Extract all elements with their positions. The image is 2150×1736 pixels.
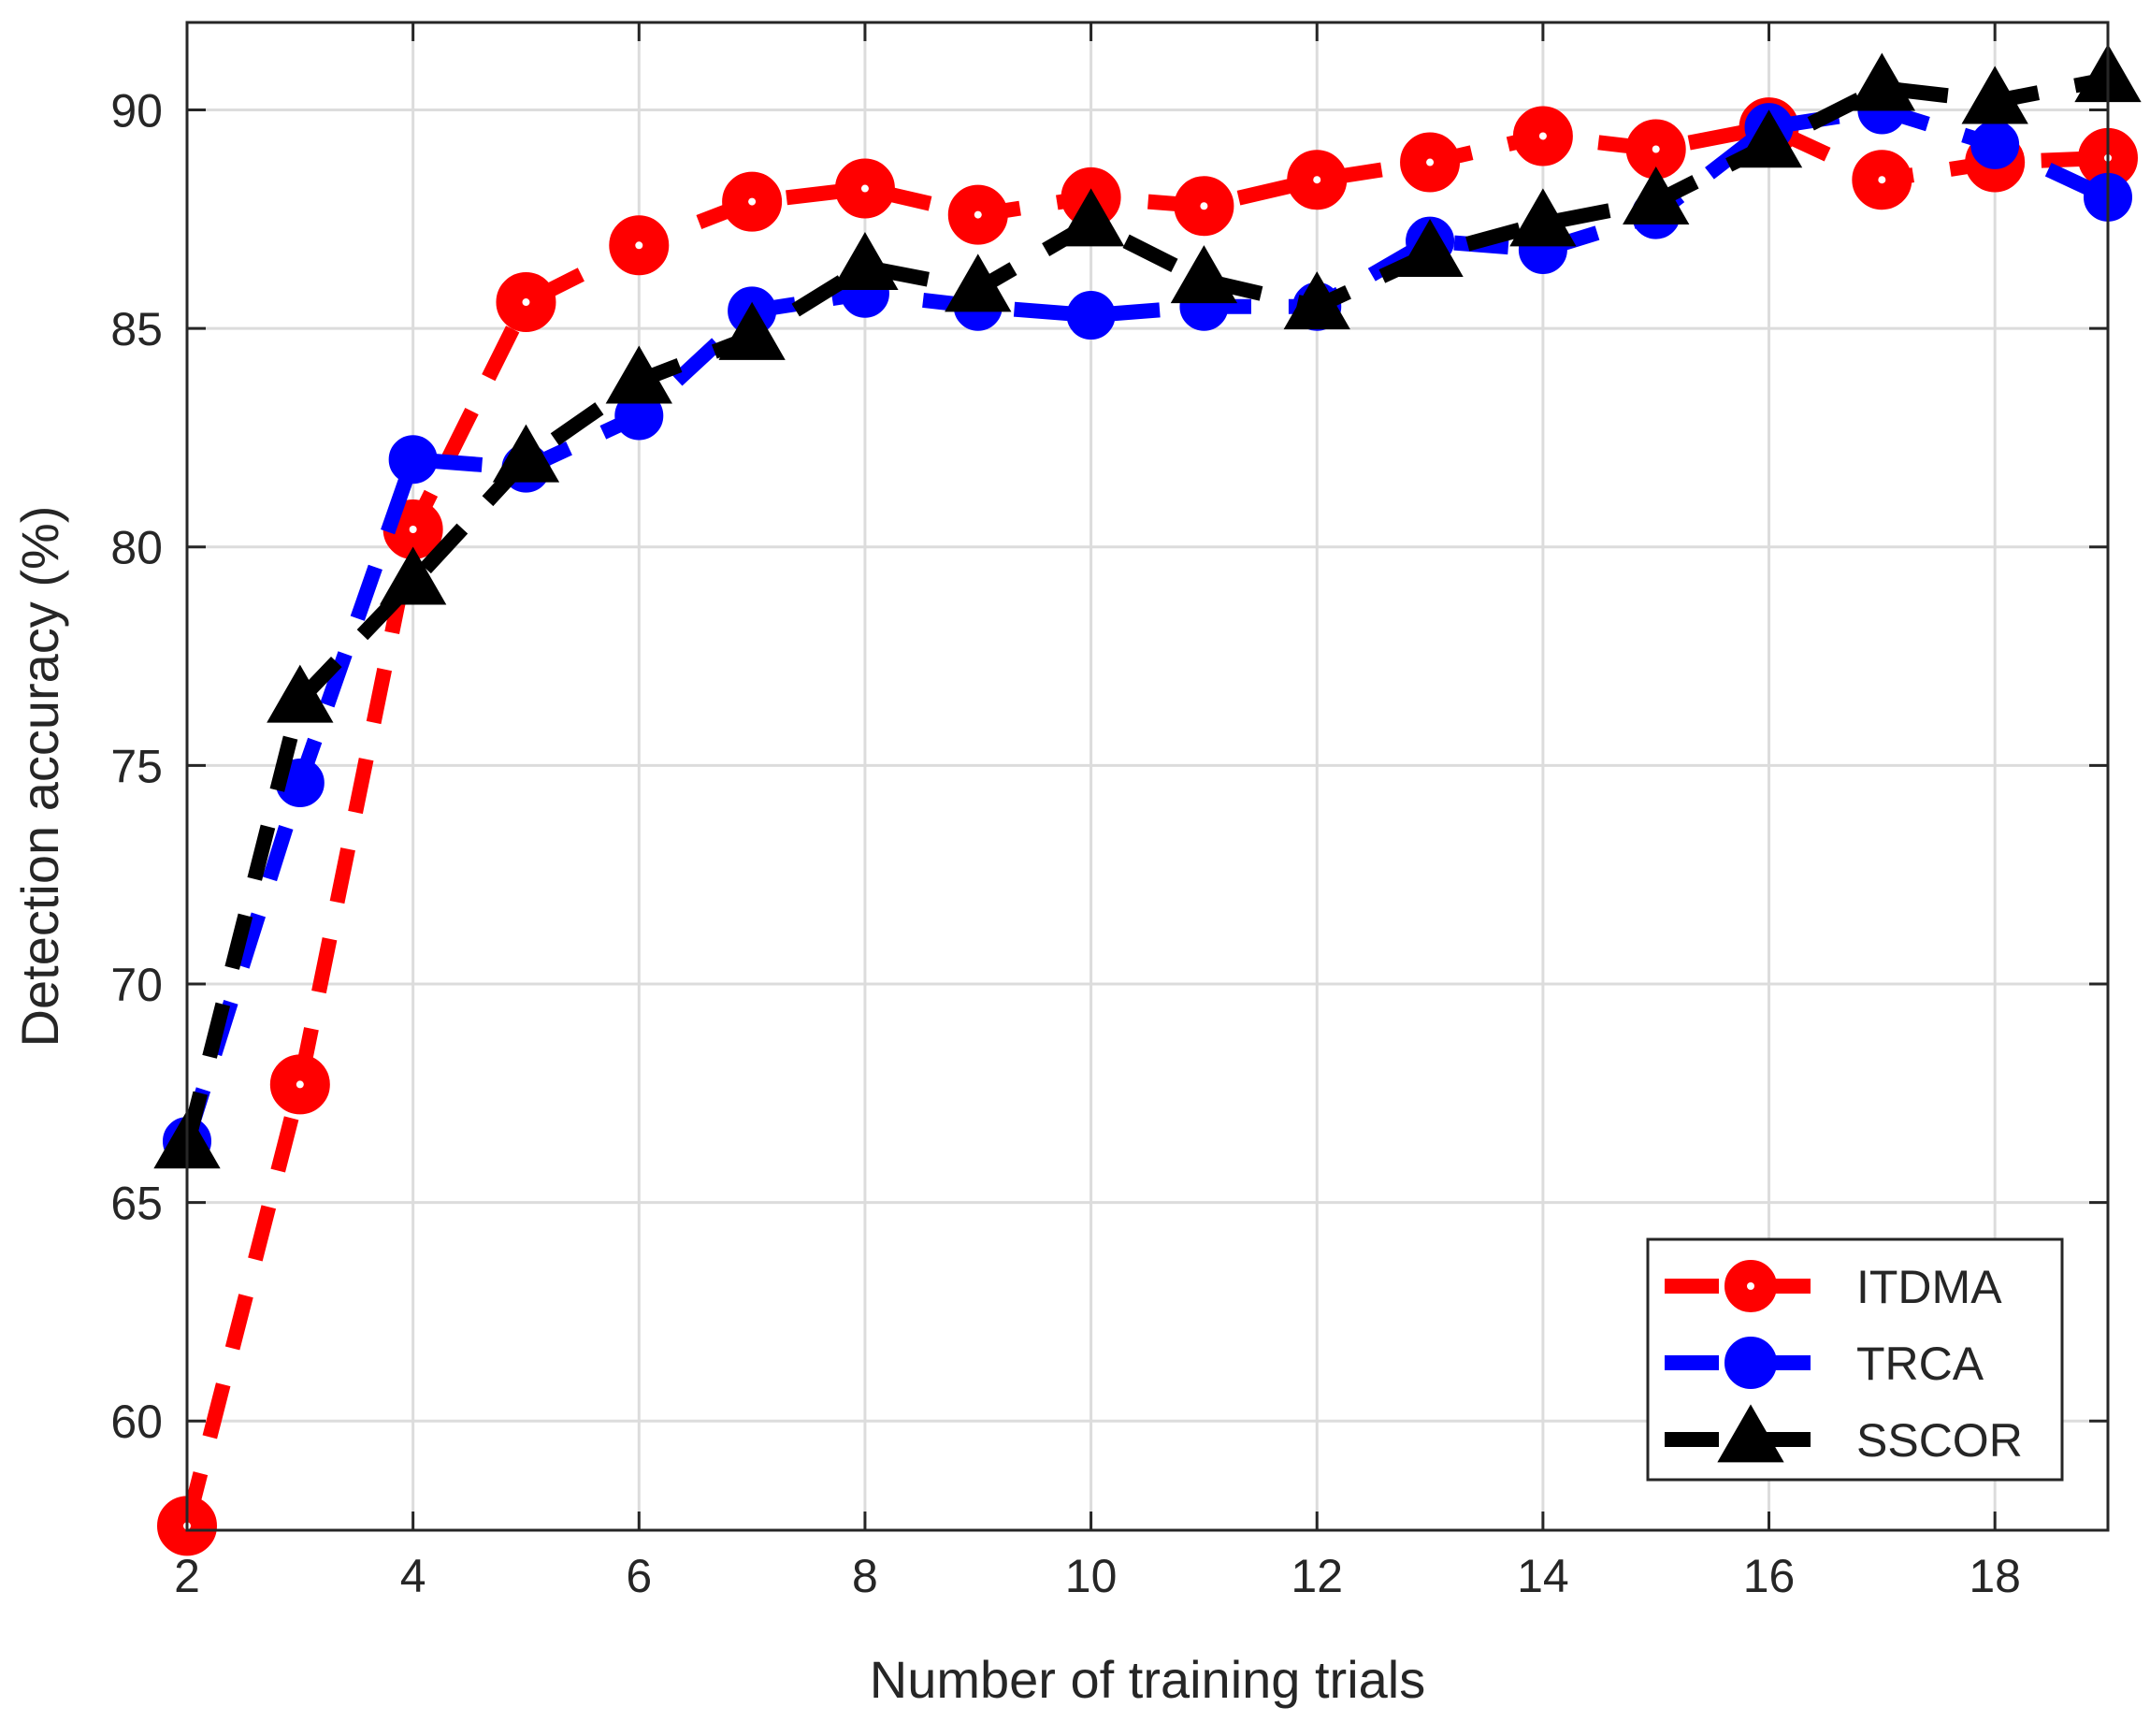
itdma-point-center — [635, 241, 643, 250]
itdma-point-center — [1426, 158, 1435, 166]
plot-area-frame — [185, 21, 2110, 1532]
axis-ticks: 2 4 6 8 10 12 14 16 18 60 65 70 75 80 85 90 — [110, 22, 2108, 1602]
sscor-point — [492, 424, 560, 483]
itdma-point-center — [974, 210, 982, 219]
y-tick-label: 60 — [110, 1396, 163, 1448]
sscor-point — [831, 232, 899, 291]
legend-label-trca: TRCA — [1856, 1338, 1984, 1390]
legend-marker-sscor — [1717, 1404, 1784, 1463]
itdma-point-center — [409, 526, 417, 534]
x-tick-label: 18 — [1969, 1550, 2021, 1602]
x-tick-label: 4 — [400, 1550, 426, 1602]
itdma-point-center — [1200, 202, 1208, 210]
legend-samples — [1665, 1260, 1838, 1463]
sscor-point — [1509, 188, 1577, 247]
sscor-point — [1396, 219, 1464, 278]
itdma-point-center — [748, 197, 757, 206]
sscor-point — [1735, 109, 1803, 168]
sscor-point — [1057, 188, 1125, 247]
itdma-point-center — [860, 184, 869, 193]
trca-point — [1066, 291, 1116, 340]
sscor-point — [1283, 271, 1350, 330]
y-tick-label: 80 — [110, 522, 163, 574]
itdma-point-center — [522, 298, 530, 307]
x-tick-label: 6 — [626, 1550, 652, 1602]
legend-sample-trca — [1665, 1337, 1838, 1389]
x-tick-label: 16 — [1743, 1550, 1796, 1602]
sscor-point — [945, 253, 1012, 312]
sscor-point — [1961, 65, 2028, 124]
y-tick-label: 70 — [110, 959, 163, 1011]
y-tick-label: 65 — [110, 1178, 163, 1230]
itdma-point-center — [1313, 176, 1321, 184]
x-tick-label: 8 — [852, 1550, 878, 1602]
sscor-point — [1623, 166, 1690, 224]
itdma-point-center — [296, 1080, 304, 1089]
y-tick-label: 85 — [110, 303, 163, 355]
legend-marker-itdma-center — [1747, 1282, 1754, 1290]
sscor-point — [1170, 245, 1238, 304]
x-axis-label: Number of training trials — [870, 1650, 1425, 1709]
itdma-point-center — [1878, 176, 1886, 184]
trca-point — [1970, 120, 2020, 169]
y-axis-label: Detection accuracy (%) — [10, 506, 69, 1048]
legend-label-itdma: ITDMA — [1856, 1261, 2002, 1313]
x-tick-label: 10 — [1065, 1550, 1118, 1602]
itdma-point-center — [1538, 132, 1547, 140]
legend-marker-trca — [1724, 1337, 1777, 1389]
x-tick-label: 14 — [1517, 1550, 1569, 1602]
y-tick-label: 90 — [110, 84, 163, 137]
sscor-point — [605, 345, 672, 404]
sscor-point — [1848, 52, 1916, 111]
legend-sample-itdma — [1665, 1260, 1838, 1312]
sscor-point — [267, 664, 334, 723]
sscor-point — [379, 546, 447, 605]
x-tick-label: 12 — [1291, 1550, 1343, 1602]
legend-sample-sscor — [1665, 1404, 1838, 1463]
legend: ITDMA TRCA SSCOR — [1646, 1237, 2064, 1482]
legend-label-sscor: SSCOR — [1856, 1414, 2023, 1467]
x-tick-label: 2 — [174, 1550, 200, 1602]
sscor-point — [718, 301, 786, 360]
y-tick-label: 75 — [110, 740, 163, 792]
trca-point — [388, 435, 438, 485]
itdma-point-center — [1652, 145, 1660, 153]
